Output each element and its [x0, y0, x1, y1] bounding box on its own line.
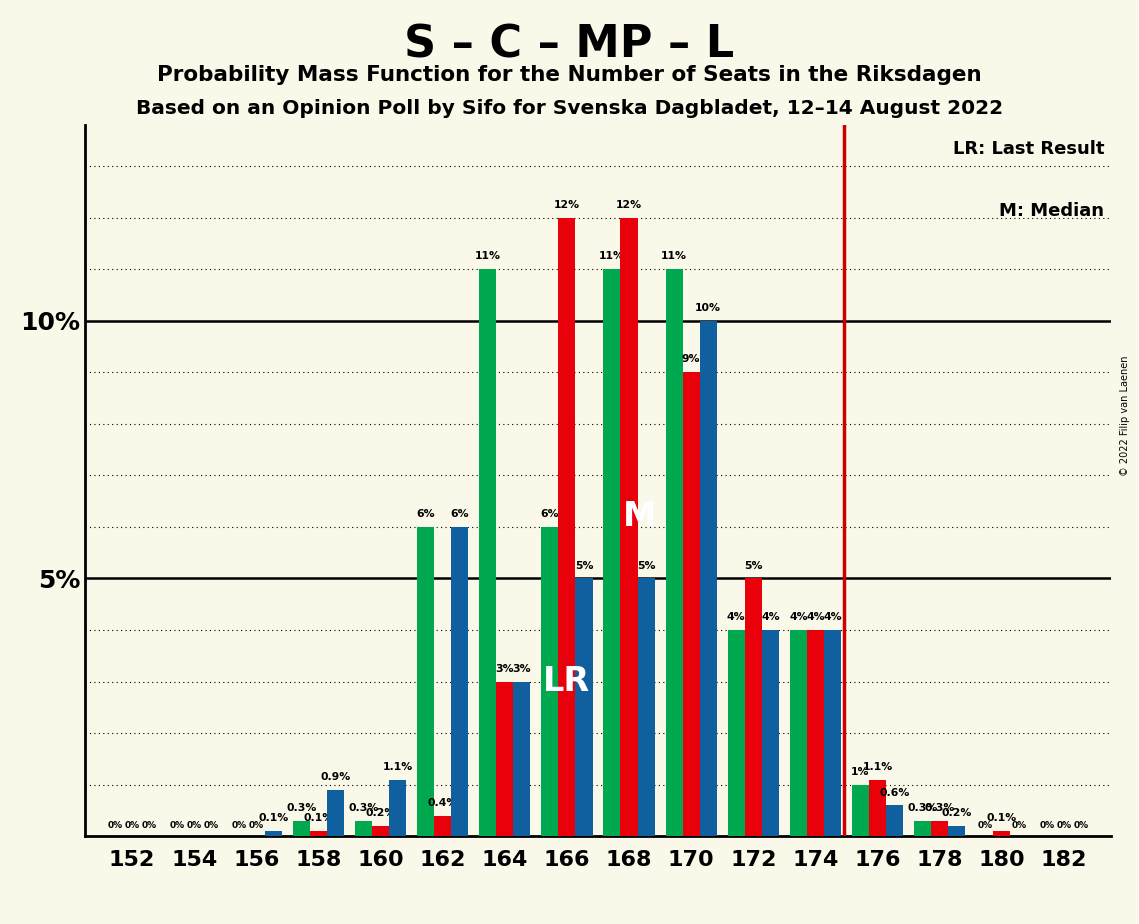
- Text: 0%: 0%: [170, 821, 185, 830]
- Bar: [372, 826, 390, 836]
- Bar: [789, 630, 806, 836]
- Bar: [514, 682, 531, 836]
- Bar: [355, 821, 372, 836]
- Bar: [699, 321, 716, 836]
- Text: 0%: 0%: [141, 821, 157, 830]
- Text: 1.1%: 1.1%: [383, 761, 412, 772]
- Bar: [745, 578, 762, 836]
- Text: 4%: 4%: [823, 613, 842, 622]
- Bar: [575, 578, 592, 836]
- Text: Probability Mass Function for the Number of Seats in the Riksdagen: Probability Mass Function for the Number…: [157, 65, 982, 85]
- Text: 5%: 5%: [744, 561, 762, 571]
- Text: 0%: 0%: [124, 821, 140, 830]
- Text: 12%: 12%: [554, 200, 580, 210]
- Text: © 2022 Filip van Laenen: © 2022 Filip van Laenen: [1121, 356, 1130, 476]
- Text: 11%: 11%: [599, 251, 625, 261]
- Text: 0.3%: 0.3%: [349, 803, 378, 813]
- Text: 0.9%: 0.9%: [320, 772, 351, 782]
- Text: 0%: 0%: [204, 821, 219, 830]
- Text: 10%: 10%: [695, 303, 721, 313]
- Bar: [886, 806, 903, 836]
- Text: 6%: 6%: [450, 509, 469, 519]
- Text: 0.2%: 0.2%: [366, 808, 395, 818]
- Text: 0%: 0%: [107, 821, 123, 830]
- Text: 0%: 0%: [248, 821, 264, 830]
- Text: 0%: 0%: [1011, 821, 1026, 830]
- Text: 3%: 3%: [495, 663, 514, 674]
- Text: 4%: 4%: [727, 613, 746, 622]
- Text: 11%: 11%: [475, 251, 501, 261]
- Bar: [497, 682, 514, 836]
- Bar: [932, 821, 949, 836]
- Text: 0.1%: 0.1%: [303, 813, 334, 823]
- Bar: [558, 217, 575, 836]
- Text: 12%: 12%: [616, 200, 642, 210]
- Text: LR: Last Result: LR: Last Result: [953, 140, 1105, 158]
- Bar: [621, 217, 638, 836]
- Bar: [823, 630, 841, 836]
- Text: 0.3%: 0.3%: [908, 803, 937, 813]
- Text: M: Median: M: Median: [999, 202, 1105, 220]
- Bar: [993, 831, 1010, 836]
- Text: 6%: 6%: [416, 509, 435, 519]
- Bar: [682, 372, 699, 836]
- Text: 0.6%: 0.6%: [879, 787, 910, 797]
- Text: 11%: 11%: [661, 251, 687, 261]
- Bar: [913, 821, 931, 836]
- Text: 5%: 5%: [575, 561, 593, 571]
- Bar: [264, 831, 281, 836]
- Text: 5%: 5%: [637, 561, 655, 571]
- Text: 0.4%: 0.4%: [427, 797, 458, 808]
- Bar: [762, 630, 779, 836]
- Bar: [541, 527, 558, 836]
- Bar: [665, 269, 682, 836]
- Text: 6%: 6%: [541, 509, 559, 519]
- Bar: [728, 630, 745, 836]
- Text: 0.3%: 0.3%: [286, 803, 317, 813]
- Text: 0.2%: 0.2%: [942, 808, 972, 818]
- Bar: [869, 780, 886, 836]
- Text: 1.1%: 1.1%: [862, 761, 893, 772]
- Bar: [480, 269, 497, 836]
- Text: 4%: 4%: [806, 613, 825, 622]
- Text: 0%: 0%: [231, 821, 247, 830]
- Text: 0%: 0%: [1056, 821, 1072, 830]
- Bar: [638, 578, 655, 836]
- Text: LR: LR: [543, 665, 590, 698]
- Bar: [390, 780, 407, 836]
- Bar: [434, 816, 451, 836]
- Text: 0%: 0%: [187, 821, 202, 830]
- Text: 0%: 0%: [977, 821, 992, 830]
- Text: M: M: [623, 500, 656, 533]
- Text: 4%: 4%: [789, 613, 808, 622]
- Text: 0.3%: 0.3%: [925, 803, 954, 813]
- Bar: [451, 527, 468, 836]
- Text: Based on an Opinion Poll by Sifo for Svenska Dagbladet, 12–14 August 2022: Based on an Opinion Poll by Sifo for Sve…: [136, 99, 1003, 118]
- Text: 1%: 1%: [851, 767, 870, 777]
- Text: 3%: 3%: [513, 663, 531, 674]
- Text: S – C – MP – L: S – C – MP – L: [404, 23, 735, 67]
- Bar: [327, 790, 344, 836]
- Text: 0.1%: 0.1%: [259, 813, 288, 823]
- Text: 0.1%: 0.1%: [986, 813, 1017, 823]
- Bar: [852, 784, 869, 836]
- Text: 4%: 4%: [761, 613, 780, 622]
- Bar: [417, 527, 434, 836]
- Bar: [310, 831, 327, 836]
- Text: 9%: 9%: [682, 355, 700, 364]
- Bar: [604, 269, 621, 836]
- Text: 0%: 0%: [1073, 821, 1089, 830]
- Bar: [948, 826, 965, 836]
- Bar: [293, 821, 310, 836]
- Bar: [806, 630, 823, 836]
- Text: 0%: 0%: [1039, 821, 1055, 830]
